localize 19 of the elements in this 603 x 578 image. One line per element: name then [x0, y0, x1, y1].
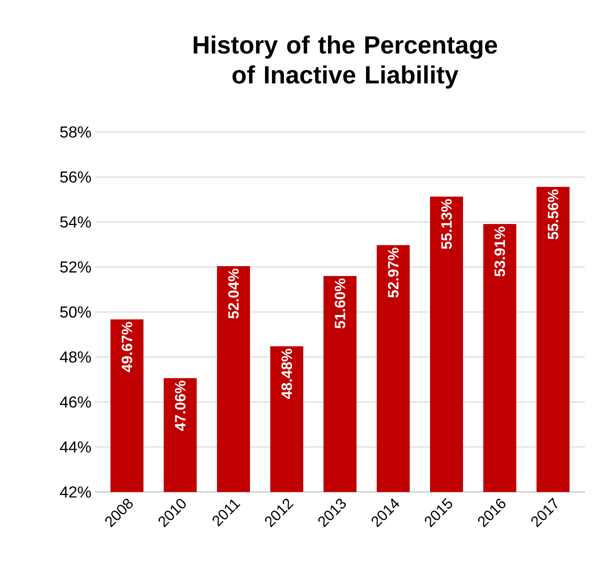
data-label: 52.97% [388, 248, 399, 298]
y-tick-label: 50% [60, 306, 91, 318]
y-tick-label: 52% [60, 261, 91, 273]
data-label: 47.06% [174, 380, 186, 431]
data-label: 55.56% [548, 190, 558, 240]
y-tick-label: 56% [60, 171, 91, 183]
y-tick-label: 44% [60, 441, 91, 453]
data-label: 55.13% [441, 199, 452, 250]
chart-title: History of the Percentage of Inactive Liability [194, 35, 498, 89]
y-tick-label: 46% [60, 396, 91, 408]
data-label: 48.48% [281, 348, 292, 399]
y-tick-label: 54% [60, 216, 91, 228]
y-tick-label: 42% [60, 486, 91, 498]
data-label: 51.60% [334, 278, 346, 328]
data-label: 53.91% [494, 226, 506, 276]
y-tick-label: 58% [60, 126, 91, 138]
data-label: 49.67% [122, 322, 132, 372]
data-label: 52.04% [228, 268, 239, 319]
y-tick-label: 48% [60, 351, 91, 363]
